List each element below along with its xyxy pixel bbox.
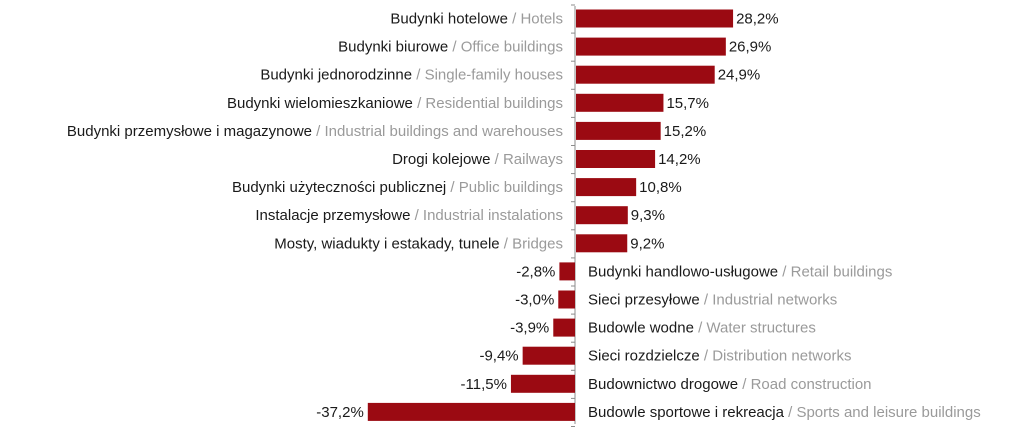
bar	[558, 290, 575, 309]
category-label: Budowle sportowe i rekreacja / Sports an…	[588, 404, 981, 421]
category-label: Budynki hotelowe / Hotels	[390, 11, 563, 28]
category-label-en: / Public buildings	[446, 179, 563, 196]
category-label: Budynki biurowe / Office buildings	[338, 39, 563, 56]
data-label: 9,2%	[630, 235, 664, 252]
category-label-pl: Budynki jednorodzinne	[260, 67, 412, 84]
category-label-en: / Single-family houses	[412, 67, 563, 84]
category-label-en: / Railways	[490, 151, 563, 168]
category-label-en: / Water structures	[694, 320, 816, 337]
data-label: -2,8%	[516, 263, 555, 280]
data-label: -3,9%	[510, 320, 549, 337]
category-label-pl: Budynki handlowo-usługowe	[588, 263, 778, 280]
data-label: -9,4%	[479, 348, 518, 365]
category-label-en: / Office buildings	[448, 39, 563, 56]
category-label-en: / Road construction	[738, 376, 871, 393]
category-label-pl: Budowle sportowe i rekreacja	[588, 404, 785, 421]
bar	[510, 374, 575, 393]
category-label-pl: Budynki użyteczności publicznej	[232, 179, 446, 196]
bar	[576, 206, 628, 225]
category-label-en: / Sports and leisure buildings	[784, 404, 981, 421]
data-label: 15,2%	[664, 123, 707, 140]
bar	[576, 9, 734, 28]
bars-group	[367, 9, 734, 421]
data-label: 26,9%	[729, 39, 772, 56]
category-label-en: / Industrial networks	[700, 292, 838, 309]
category-label-pl: Drogi kolejowe	[392, 151, 490, 168]
category-label-en: / Distribution networks	[700, 348, 852, 365]
data-label: 10,8%	[639, 179, 682, 196]
category-label-pl: Instalacje przemysłowe	[255, 207, 410, 224]
category-label-pl: Budynki przemysłowe i magazynowe	[67, 123, 312, 140]
bar	[367, 402, 575, 421]
category-label-pl: Sieci przesyłowe	[588, 292, 700, 309]
category-label-en: / Hotels	[508, 11, 563, 28]
data-label: 15,7%	[666, 95, 709, 112]
category-label: Sieci rozdzielcze / Distribution network…	[588, 348, 851, 365]
bar	[522, 346, 575, 365]
category-label-pl: Mosty, wiadukty i estakady, tunele	[274, 235, 499, 252]
category-label: Mosty, wiadukty i estakady, tunele / Bri…	[274, 235, 563, 252]
category-label-pl: Budownictwo drogowe	[588, 376, 738, 393]
data-label: 24,9%	[718, 67, 761, 84]
category-labels-group: Budynki hotelowe / Hotels Budynki biurowe…	[67, 11, 981, 421]
data-label: -3,0%	[515, 292, 554, 309]
bar	[576, 93, 664, 112]
category-label: Budownictwo drogowe / Road construction	[588, 376, 872, 393]
data-label: 9,3%	[631, 207, 665, 224]
category-label: Drogi kolejowe / Railways	[392, 151, 563, 168]
bar	[559, 262, 575, 281]
bar	[576, 37, 726, 56]
data-label: 14,2%	[658, 151, 701, 168]
bar	[553, 318, 575, 337]
bar	[576, 234, 628, 253]
bar	[576, 121, 661, 140]
category-label: Budowle wodne / Water structures	[588, 320, 816, 337]
category-label: Instalacje przemysłowe / Industrial inst…	[255, 207, 563, 224]
value-labels-group: 28,2% 26,9% 24,9% 15,7% 15,2% 14,2% 10,8% 9,3% 9…	[316, 11, 778, 421]
data-label: -37,2%	[316, 404, 364, 421]
category-label-pl: Sieci rozdzielcze	[588, 348, 700, 365]
category-label-en: / Retail buildings	[778, 263, 892, 280]
category-label-en: / Industrial instalations	[410, 207, 563, 224]
category-label: Budynki wielomieszkaniowe / Residential …	[227, 95, 563, 112]
category-label: Budynki przemysłowe i magazynowe / Indus…	[67, 123, 563, 140]
category-label: Sieci przesyłowe / Industrial networks	[588, 292, 837, 309]
category-label: Budynki handlowo-usługowe / Retail build…	[588, 263, 892, 280]
category-label-en: / Industrial buildings and warehouses	[312, 123, 563, 140]
data-label: 28,2%	[736, 11, 779, 28]
data-label: -11,5%	[461, 376, 507, 393]
category-label-pl: Budynki wielomieszkaniowe	[227, 95, 413, 112]
category-label: Budynki jednorodzinne / Single-family ho…	[260, 67, 563, 84]
category-label-pl: Budynki biurowe	[338, 39, 448, 56]
category-label-pl: Budowle wodne	[588, 320, 694, 337]
bar	[576, 65, 715, 84]
category-label: Budynki użyteczności publicznej / Public…	[232, 179, 563, 196]
category-label-pl: Budynki hotelowe	[390, 11, 508, 28]
bar	[576, 178, 637, 197]
category-label-en: / Residential buildings	[413, 95, 563, 112]
category-label-en: / Bridges	[500, 235, 563, 252]
bar	[576, 150, 656, 168]
